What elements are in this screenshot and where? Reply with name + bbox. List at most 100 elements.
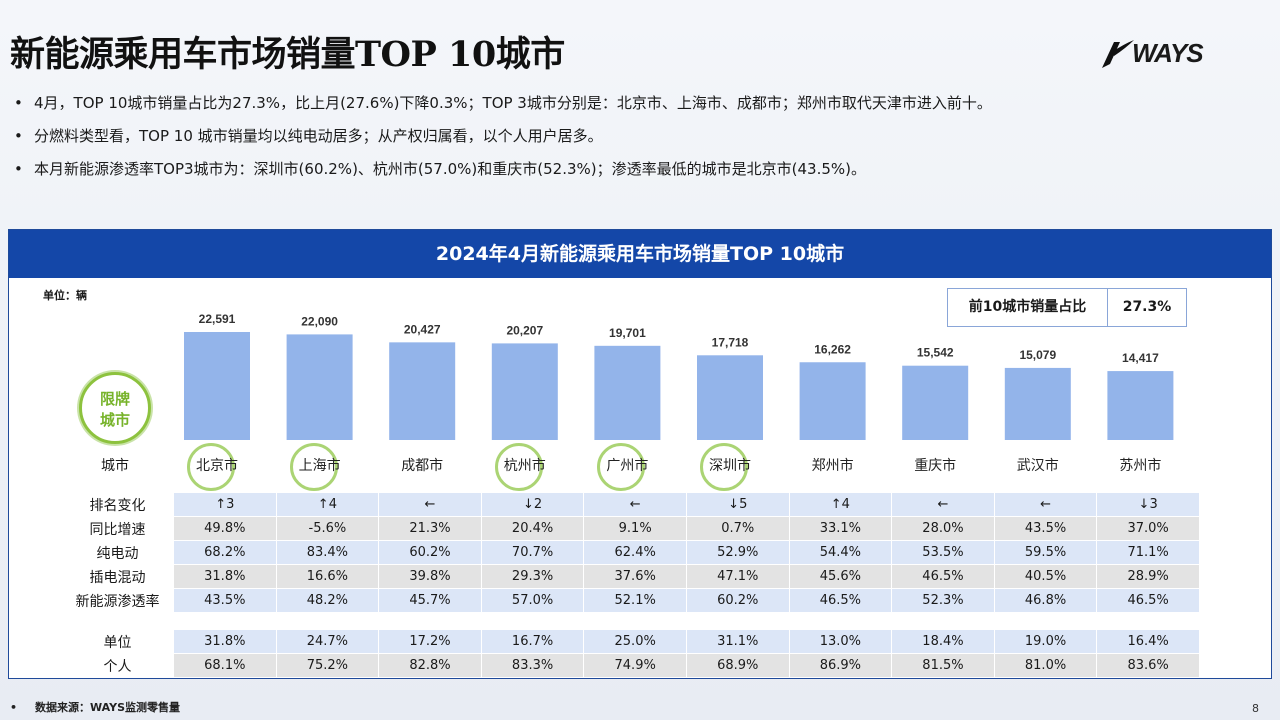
table-cell: ↑3 [173,492,277,517]
table-cell: 19.0% [993,629,1098,654]
city-label: 苏州市 [1119,458,1162,474]
row-label: 单位 [61,629,174,654]
table-cell: 68.1% [173,653,277,678]
share-label: 前10城市销量占比 [948,289,1108,326]
table-cell: 71.1% [1096,540,1200,565]
table-cell: 53.5% [891,540,995,565]
table-cell: 46.5% [1096,588,1200,613]
city-label: 杭州市 [503,458,546,474]
bar-value-label: 16,262 [814,342,851,356]
city-label: 武汉市 [1016,458,1059,474]
panel-header: 2024年4月新能源乘用车市场销量TOP 10城市 [9,230,1271,278]
bar-value-label: 22,591 [199,312,236,326]
row-label: 纯电动 [61,540,174,565]
bullet-3: 本月新能源渗透率TOP3城市为：深圳市(60.2%)、杭州市(57.0%)和重庆… [14,158,1254,191]
table-cell: 9.1% [583,516,687,541]
table-cell: 68.9% [685,653,790,678]
row-label: 新能源渗透率 [61,588,174,613]
bar-value-label: 17,718 [712,335,749,349]
city-row-label: 城市 [101,458,129,474]
bar-value-label: 15,542 [917,346,954,360]
table-cell: 52.9% [685,540,790,565]
table-cell: 39.8% [378,564,482,589]
row-label: 排名变化 [61,492,174,517]
bar-苏州市 [1107,371,1174,440]
bullet-1: 4月，TOP 10城市销量占比为27.3%，比上月(27.6%)下降0.3%；T… [14,92,1254,125]
table-cell: 49.8% [173,516,277,541]
table-row: 新能源渗透率 43.5% 48.2% 45.7% 57.0% 52.1% 60.2% 46.5… [61,588,1200,613]
table-cell: 46.5% [891,564,995,589]
table-cell: 83.3% [480,653,585,678]
table-cell: 13.0% [788,629,893,654]
bar-value-label: 19,701 [609,326,646,340]
city-row: 城市 北京市 上海市 成都市 杭州市 广州市 深圳市 郑州市 重庆市 武汉市 苏州市 [9,455,1271,479]
table-cell: 62.4% [583,540,687,565]
restricted-ring [597,443,646,491]
table-cell: 37.0% [1096,516,1200,541]
table-cell: 81.5% [891,653,995,678]
row-label: 个人 [61,653,174,678]
bar-成都市 [389,342,456,440]
table-cell: 83.4% [275,540,380,565]
table-cell: 52.1% [583,588,687,613]
table-cell: 54.4% [788,540,893,565]
bar-上海市 [286,334,353,440]
data-source-note: • 数据来源：WAYS监测零售量 [10,701,181,714]
restricted-ring [494,443,543,491]
bar-value-label: 15,079 [1019,348,1056,362]
bar-深圳市 [697,355,763,440]
table-cell: 17.2% [378,629,482,654]
table-cell: 31.8% [173,564,277,589]
city-label: 广州市 [606,458,649,474]
table-cell: 60.2% [378,540,482,565]
table-cell: 31.8% [173,629,277,654]
chart-panel: 2024年4月新能源乘用车市场销量TOP 10城市 单位：辆 前10城市销量占比… [8,229,1272,679]
table-cell: 46.8% [993,588,1098,613]
city-label: 上海市 [298,458,341,474]
table-row: 纯电动 68.2% 83.4% 60.2% 70.7% 62.4% 52.9% 54.4% 53… [61,540,1200,565]
table-cell: 24.7% [275,629,380,654]
table-row: 单位 31.8% 24.7% 17.2% 16.7% 25.0% 31.1% 13.0% 18.… [61,629,1200,654]
table-cell: 45.6% [788,564,893,589]
table-cell: ← [993,492,1098,517]
bar-重庆市 [902,365,969,440]
table-cell: ↑4 [275,492,380,517]
bar-北京市 [184,332,250,440]
table-cell: 52.3% [891,588,995,613]
restricted-ring [700,443,748,491]
bar-value-label: 14,417 [1122,351,1159,365]
table-cell: 29.3% [480,564,585,589]
ways-swoosh-icon [1102,40,1134,68]
unit-note: 单位：辆 [43,289,87,302]
table-cell: 37.6% [583,564,687,589]
table-cell: 40.5% [993,564,1098,589]
table-cell: ↓5 [685,492,790,517]
table-row: 排名变化 ↑3 ↑4 ← ↓2 ← ↓5 ↑4 ← ← ↓3 [61,492,1200,517]
table-cell: 60.2% [685,588,790,613]
restricted-ring [289,443,338,491]
table-cell: 75.2% [275,653,380,678]
table-cell: 16.6% [275,564,380,589]
summary-bullets: 4月，TOP 10城市销量占比为27.3%，比上月(27.6%)下降0.3%；T… [14,92,1254,191]
bar-广州市 [594,345,661,440]
logo-text: WAYS [1132,38,1204,68]
badge-line2: 城市 [99,411,130,429]
table-cell: ← [583,492,687,517]
table-cell: 21.3% [378,516,482,541]
bullet-2: 分燃料类型看，TOP 10 城市销量均以纯电动居多；从产权归属看，以个人用户居多… [14,125,1254,158]
table-cell: 45.7% [378,588,482,613]
restricted-city-badge: 限牌 城市 [79,372,151,444]
page-title: 新能源乘用车市场销量TOP 10城市 [10,34,565,75]
restricted-ring [187,443,235,491]
bar-郑州市 [799,362,866,440]
table-cell: 74.9% [583,653,687,678]
share-value: 27.3% [1122,299,1172,315]
bar-value-label: 22,090 [301,314,338,328]
table-row: 同比增速 49.8% -5.6% 21.3% 20.4% 9.1% 0.7% 33.1% 28.… [61,516,1200,541]
badge-line1: 限牌 [99,390,130,408]
table-cell: 57.0% [480,588,585,613]
source-text: 数据来源：WAYS监测零售量 [35,701,181,714]
table-cell: 31.1% [685,629,790,654]
city-label: 重庆市 [914,458,957,474]
ways-logo: WAYS [1100,36,1220,72]
